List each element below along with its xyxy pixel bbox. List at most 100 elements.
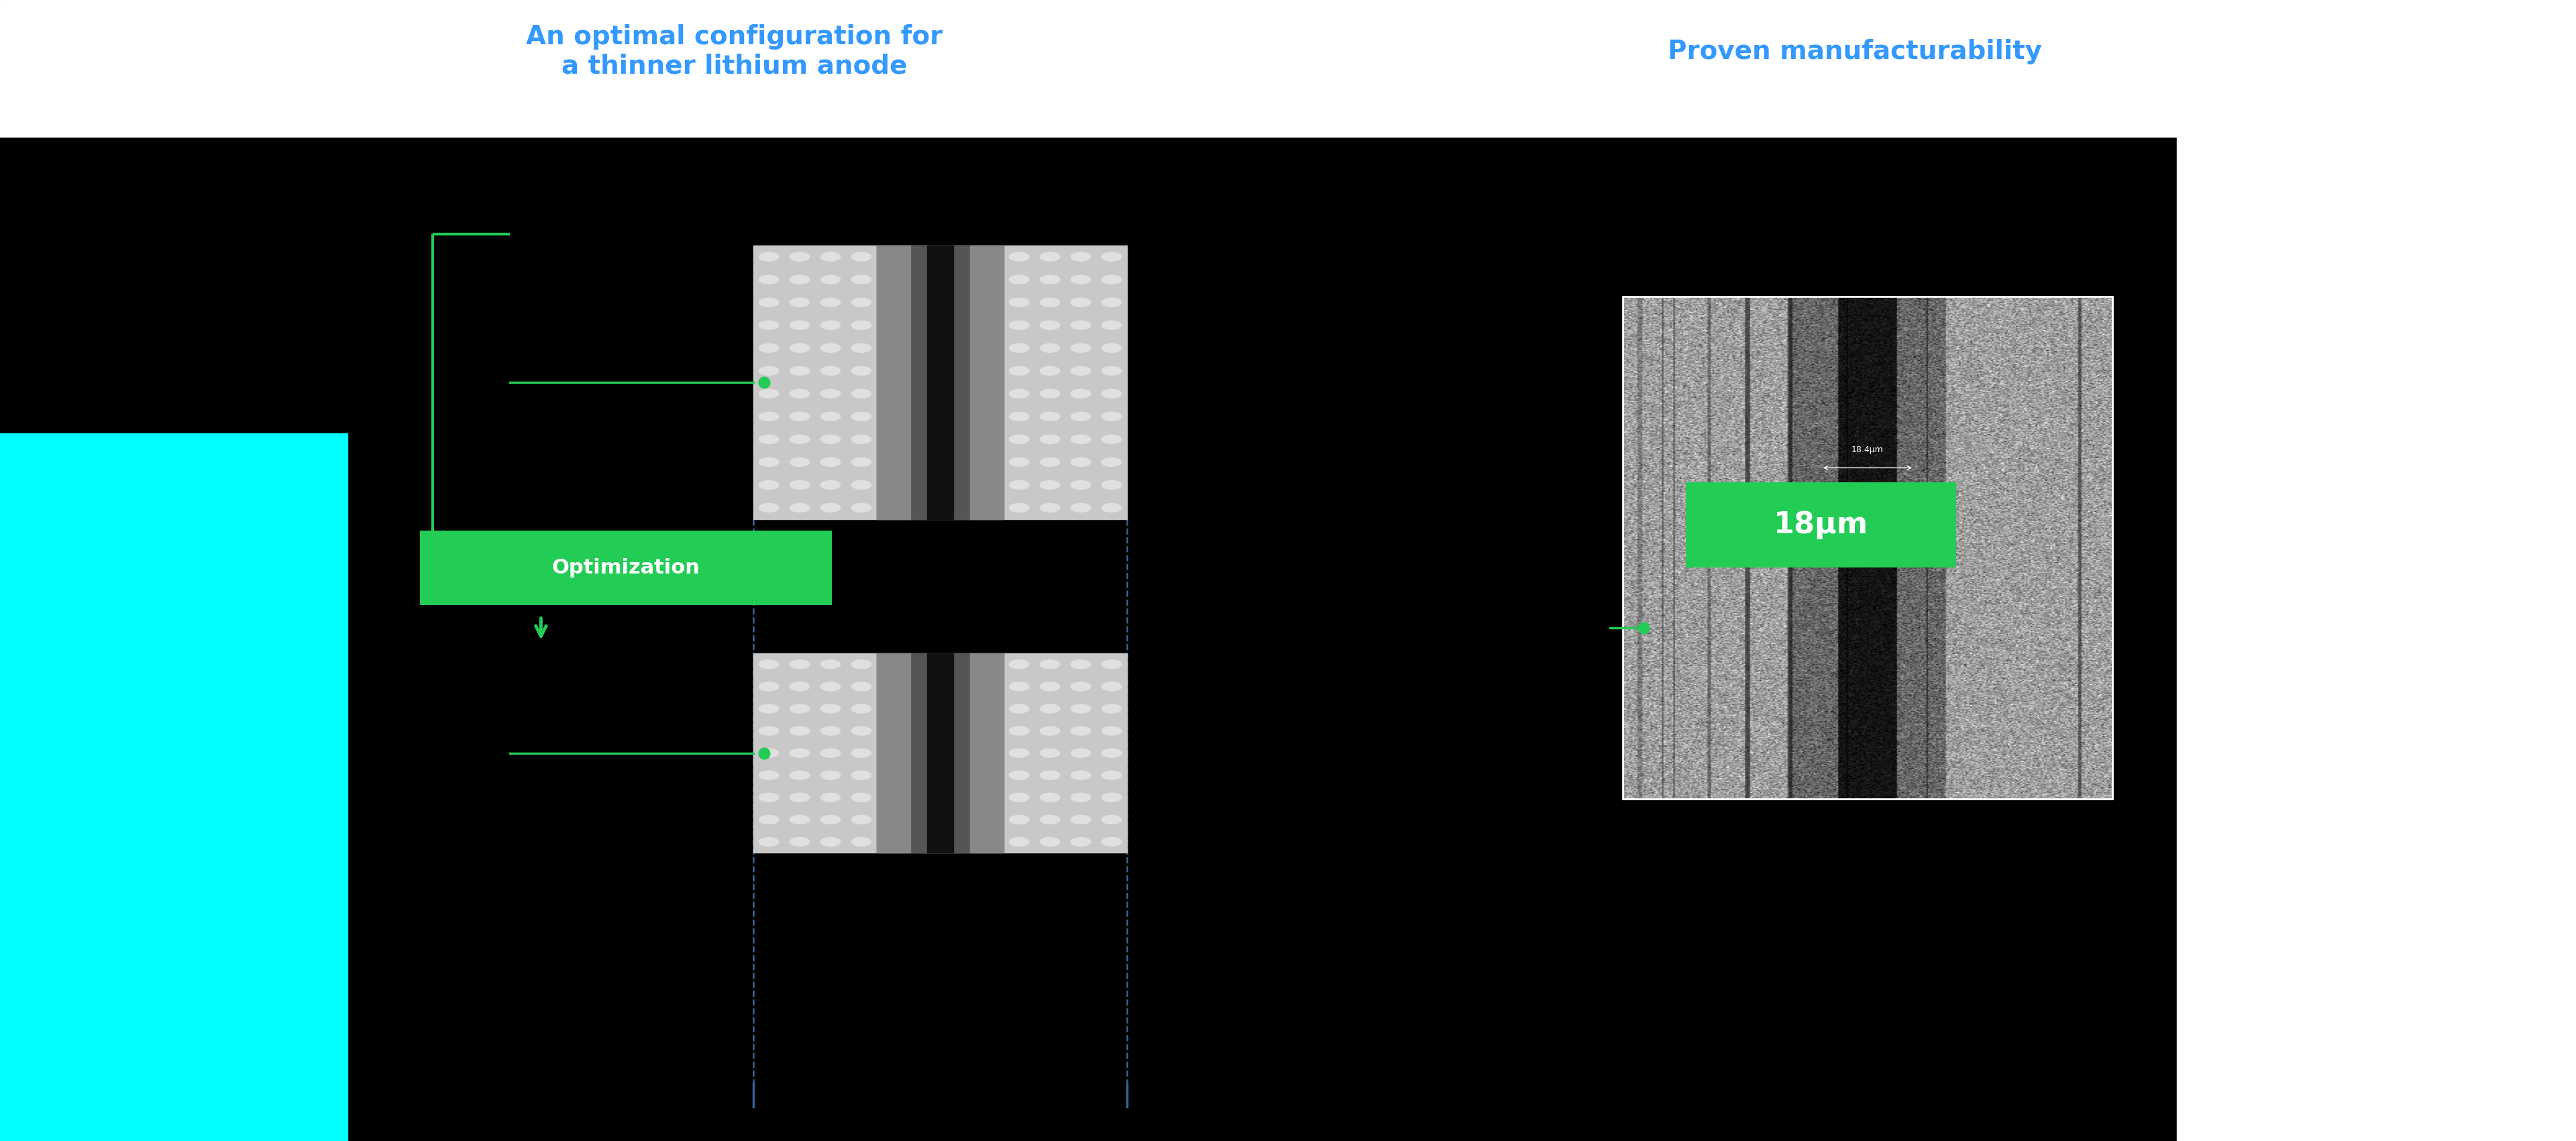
Circle shape	[791, 298, 809, 307]
Circle shape	[1010, 503, 1028, 512]
Circle shape	[791, 727, 809, 735]
Circle shape	[853, 321, 871, 330]
Circle shape	[1041, 389, 1059, 398]
Circle shape	[822, 343, 840, 353]
Circle shape	[853, 682, 871, 690]
Bar	[752, 653, 1128, 852]
Bar	[927, 245, 953, 519]
Circle shape	[853, 435, 871, 444]
Circle shape	[1072, 704, 1090, 713]
Circle shape	[1010, 458, 1028, 467]
Circle shape	[791, 275, 809, 284]
Circle shape	[791, 748, 809, 758]
Circle shape	[760, 435, 778, 444]
Circle shape	[822, 837, 840, 847]
Text: Proven manufacturability: Proven manufacturability	[1667, 39, 2043, 64]
Circle shape	[760, 503, 778, 512]
Circle shape	[822, 480, 840, 489]
Circle shape	[1072, 389, 1090, 398]
Circle shape	[791, 816, 809, 824]
Circle shape	[1041, 748, 1059, 758]
Circle shape	[1041, 682, 1059, 690]
Bar	[971, 245, 1005, 519]
Circle shape	[760, 748, 778, 758]
Circle shape	[1103, 275, 1121, 284]
Circle shape	[853, 412, 871, 421]
Circle shape	[791, 343, 809, 353]
Circle shape	[1041, 480, 1059, 489]
Circle shape	[1041, 366, 1059, 375]
Circle shape	[1041, 343, 1059, 353]
Circle shape	[1072, 275, 1090, 284]
Circle shape	[1010, 298, 1028, 307]
Circle shape	[1010, 771, 1028, 779]
Circle shape	[1010, 659, 1028, 669]
Text: Optimization: Optimization	[551, 558, 701, 577]
Circle shape	[1041, 659, 1059, 669]
Circle shape	[760, 321, 778, 330]
Circle shape	[1103, 412, 1121, 421]
Circle shape	[1041, 275, 1059, 284]
Circle shape	[1010, 389, 1028, 398]
Circle shape	[822, 727, 840, 735]
Circle shape	[822, 771, 840, 779]
Circle shape	[1103, 298, 1121, 307]
Circle shape	[1103, 435, 1121, 444]
Circle shape	[1103, 321, 1121, 330]
Circle shape	[791, 837, 809, 847]
Bar	[752, 245, 1128, 519]
Circle shape	[1041, 704, 1059, 713]
Circle shape	[853, 366, 871, 375]
Circle shape	[1041, 412, 1059, 421]
Bar	[1623, 297, 2112, 799]
Circle shape	[760, 275, 778, 284]
Circle shape	[822, 704, 840, 713]
Circle shape	[760, 480, 778, 489]
Circle shape	[760, 771, 778, 779]
Circle shape	[1103, 682, 1121, 690]
Circle shape	[760, 793, 778, 802]
Circle shape	[1072, 793, 1090, 802]
Circle shape	[791, 412, 809, 421]
Circle shape	[1010, 837, 1028, 847]
Circle shape	[853, 837, 871, 847]
Circle shape	[1010, 682, 1028, 690]
Circle shape	[822, 252, 840, 261]
Circle shape	[1010, 321, 1028, 330]
Circle shape	[1041, 793, 1059, 802]
Circle shape	[1041, 503, 1059, 512]
Bar	[420, 531, 832, 605]
Circle shape	[760, 343, 778, 353]
Circle shape	[822, 275, 840, 284]
Bar	[0, 0, 2576, 137]
Circle shape	[1041, 435, 1059, 444]
Circle shape	[853, 748, 871, 758]
Circle shape	[791, 480, 809, 489]
Circle shape	[1010, 480, 1028, 489]
Circle shape	[791, 771, 809, 779]
Circle shape	[1103, 771, 1121, 779]
Circle shape	[791, 793, 809, 802]
Circle shape	[822, 298, 840, 307]
Circle shape	[1041, 837, 1059, 847]
Circle shape	[791, 458, 809, 467]
Circle shape	[1010, 275, 1028, 284]
Circle shape	[853, 275, 871, 284]
Circle shape	[1072, 366, 1090, 375]
Circle shape	[760, 816, 778, 824]
Circle shape	[853, 252, 871, 261]
Circle shape	[853, 458, 871, 467]
Circle shape	[853, 704, 871, 713]
Circle shape	[853, 727, 871, 735]
Circle shape	[1072, 659, 1090, 669]
Circle shape	[822, 748, 840, 758]
Circle shape	[1010, 793, 1028, 802]
Circle shape	[1010, 748, 1028, 758]
Circle shape	[1103, 837, 1121, 847]
Circle shape	[1010, 727, 1028, 735]
Circle shape	[1103, 503, 1121, 512]
Circle shape	[1041, 458, 1059, 467]
Circle shape	[1103, 793, 1121, 802]
Circle shape	[1010, 816, 1028, 824]
Text: An optimal configuration for
a thinner lithium anode: An optimal configuration for a thinner l…	[526, 24, 943, 79]
